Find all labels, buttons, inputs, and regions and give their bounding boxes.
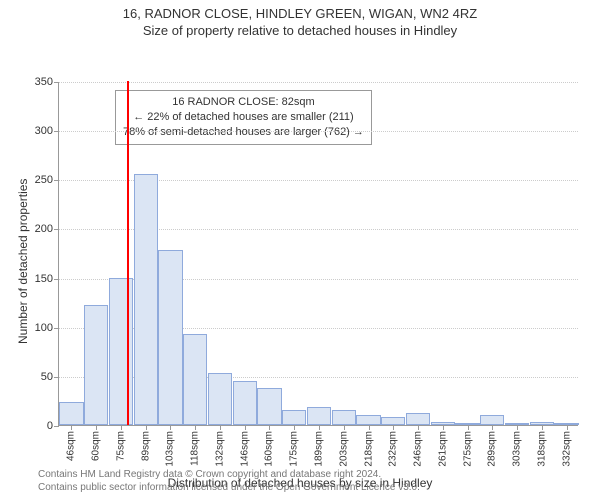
xtick-mark (393, 425, 394, 430)
plot-area: 16 RADNOR CLOSE: 82sqm ← 22% of detached… (58, 82, 578, 426)
gridline (59, 82, 578, 83)
footer-line2: Contains public sector information licen… (38, 481, 600, 494)
bar (208, 373, 232, 425)
xtick-label: 160sqm (264, 431, 275, 467)
xtick-mark (146, 425, 147, 430)
annotation-line2: ← 22% of detached houses are smaller (21… (123, 110, 364, 125)
xtick-mark (344, 425, 345, 430)
ytick-mark (54, 229, 59, 230)
xtick-mark (195, 425, 196, 430)
xtick-label: 332sqm (561, 431, 572, 467)
xtick-mark (220, 425, 221, 430)
ytick-mark (54, 426, 59, 427)
xtick-mark (468, 425, 469, 430)
xtick-label: 75sqm (115, 431, 126, 461)
bar (406, 413, 430, 425)
bar (257, 388, 281, 425)
xtick-mark (71, 425, 72, 430)
xtick-label: 146sqm (239, 431, 250, 467)
xtick-mark (443, 425, 444, 430)
xtick-mark (269, 425, 270, 430)
ytick-label: 150 (35, 273, 53, 285)
ytick-label: 350 (35, 76, 53, 88)
xtick-mark (245, 425, 246, 430)
xtick-label: 132sqm (214, 431, 225, 467)
ytick-mark (54, 377, 59, 378)
bar (307, 407, 331, 425)
y-axis-label: Number of detached properties (16, 179, 30, 344)
subject-marker-line (127, 81, 129, 425)
xtick-label: 89sqm (140, 431, 151, 461)
ytick-label: 250 (35, 174, 53, 186)
xtick-label: 232sqm (388, 431, 399, 467)
xtick-label: 46sqm (66, 431, 77, 461)
xtick-mark (369, 425, 370, 430)
xtick-label: 203sqm (338, 431, 349, 467)
bar (381, 417, 405, 425)
bar (282, 410, 306, 425)
bar (356, 415, 380, 425)
xtick-mark (418, 425, 419, 430)
bar (109, 278, 133, 425)
ytick-label: 200 (35, 223, 53, 235)
bar (233, 381, 257, 425)
xtick-label: 189sqm (314, 431, 325, 467)
bar (59, 402, 83, 425)
xtick-label: 261sqm (437, 431, 448, 467)
xtick-mark (492, 425, 493, 430)
xtick-label: 303sqm (512, 431, 523, 467)
annotation-box: 16 RADNOR CLOSE: 82sqm ← 22% of detached… (115, 90, 372, 145)
xtick-label: 60sqm (91, 431, 102, 461)
xtick-label: 103sqm (165, 431, 176, 467)
xtick-mark (542, 425, 543, 430)
xtick-label: 318sqm (536, 431, 547, 467)
xtick-label: 218sqm (363, 431, 374, 467)
xtick-mark (319, 425, 320, 430)
bar (134, 174, 158, 425)
ytick-mark (54, 82, 59, 83)
ytick-mark (54, 180, 59, 181)
annotation-line1: 16 RADNOR CLOSE: 82sqm (123, 95, 364, 110)
ytick-label: 50 (41, 371, 53, 383)
ytick-label: 0 (47, 420, 53, 432)
ytick-mark (54, 328, 59, 329)
xtick-mark (517, 425, 518, 430)
xtick-mark (567, 425, 568, 430)
xtick-label: 275sqm (462, 431, 473, 467)
footer-line1: Contains HM Land Registry data © Crown c… (38, 468, 600, 481)
xtick-label: 289sqm (487, 431, 498, 467)
chart-title-main: 16, RADNOR CLOSE, HINDLEY GREEN, WIGAN, … (0, 6, 600, 21)
ytick-mark (54, 279, 59, 280)
bar (480, 415, 504, 425)
bar (158, 250, 182, 425)
xtick-mark (170, 425, 171, 430)
ytick-label: 100 (35, 322, 53, 334)
chart-title-sub: Size of property relative to detached ho… (0, 23, 600, 38)
xtick-label: 175sqm (289, 431, 300, 467)
bar (183, 334, 207, 425)
bar (84, 305, 108, 425)
xtick-label: 246sqm (413, 431, 424, 467)
ytick-mark (54, 131, 59, 132)
xtick-label: 118sqm (190, 431, 201, 466)
xtick-mark (96, 425, 97, 430)
gridline (59, 131, 578, 132)
xtick-mark (121, 425, 122, 430)
ytick-label: 300 (35, 125, 53, 137)
xtick-mark (294, 425, 295, 430)
bar (332, 410, 356, 425)
footer-attribution: Contains HM Land Registry data © Crown c… (0, 468, 600, 494)
